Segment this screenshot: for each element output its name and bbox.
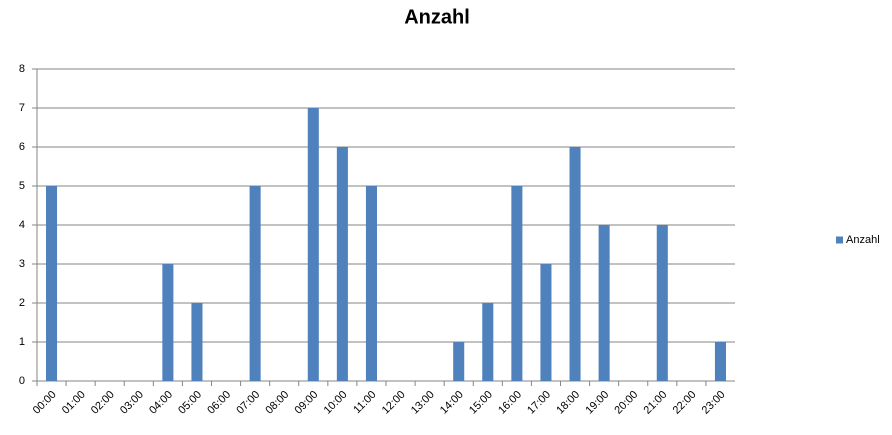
bar — [656, 225, 668, 381]
legend-swatch — [836, 236, 843, 244]
bar — [569, 147, 581, 381]
y-tick-label: 7 — [19, 102, 25, 114]
x-tick-label: 12:00 — [380, 389, 408, 417]
y-tick-label: 8 — [19, 63, 25, 75]
y-tick-label: 2 — [19, 297, 25, 309]
bar — [511, 186, 523, 381]
x-tick-label: 06:00 — [205, 389, 233, 417]
bar — [191, 303, 203, 381]
x-tick-label: 00:00 — [31, 389, 59, 417]
x-tick-label: 15:00 — [467, 389, 495, 417]
legend-label: Anzahl — [846, 234, 880, 246]
y-tick-label: 0 — [19, 375, 25, 387]
y-tick-label: 4 — [19, 219, 25, 231]
x-tick-label: 07:00 — [234, 389, 262, 417]
bar — [598, 225, 610, 381]
x-tick-label: 17:00 — [525, 389, 553, 417]
x-tick-label: 14:00 — [438, 389, 466, 417]
x-tick-label: 03:00 — [118, 389, 146, 417]
chart-title: Anzahl — [404, 6, 470, 28]
x-tick-label: 01:00 — [60, 389, 88, 417]
x-tick-label: 20:00 — [612, 389, 640, 417]
x-tick-label: 23:00 — [700, 389, 728, 417]
x-tick-label: 16:00 — [496, 389, 524, 417]
bar — [336, 147, 348, 381]
y-tick-label: 3 — [19, 258, 25, 270]
x-tick-label: 08:00 — [263, 389, 291, 417]
y-tick-label: 5 — [19, 180, 25, 192]
x-tick-label: 11:00 — [351, 389, 378, 416]
x-tick-label: 04:00 — [147, 389, 175, 417]
y-tick-label: 1 — [19, 336, 25, 348]
bar — [307, 108, 319, 381]
bar — [540, 264, 552, 381]
bar — [482, 303, 494, 381]
bar — [162, 264, 174, 381]
x-tick-label: 18:00 — [554, 389, 582, 417]
bar — [365, 186, 377, 381]
x-tick-label: 13:00 — [409, 389, 437, 417]
x-tick-label: 09:00 — [293, 389, 321, 417]
x-tick-label: 21:00 — [642, 389, 670, 417]
x-tick-label: 22:00 — [671, 389, 699, 417]
bar — [46, 186, 58, 381]
x-tick-label: 05:00 — [176, 389, 204, 417]
y-tick-label: 6 — [19, 141, 25, 153]
bar — [714, 342, 726, 381]
bar — [249, 186, 261, 381]
x-tick-label: 10:00 — [322, 389, 350, 417]
x-tick-label: 19:00 — [583, 389, 611, 417]
bar — [453, 342, 465, 381]
x-tick-label: 02:00 — [89, 389, 117, 417]
